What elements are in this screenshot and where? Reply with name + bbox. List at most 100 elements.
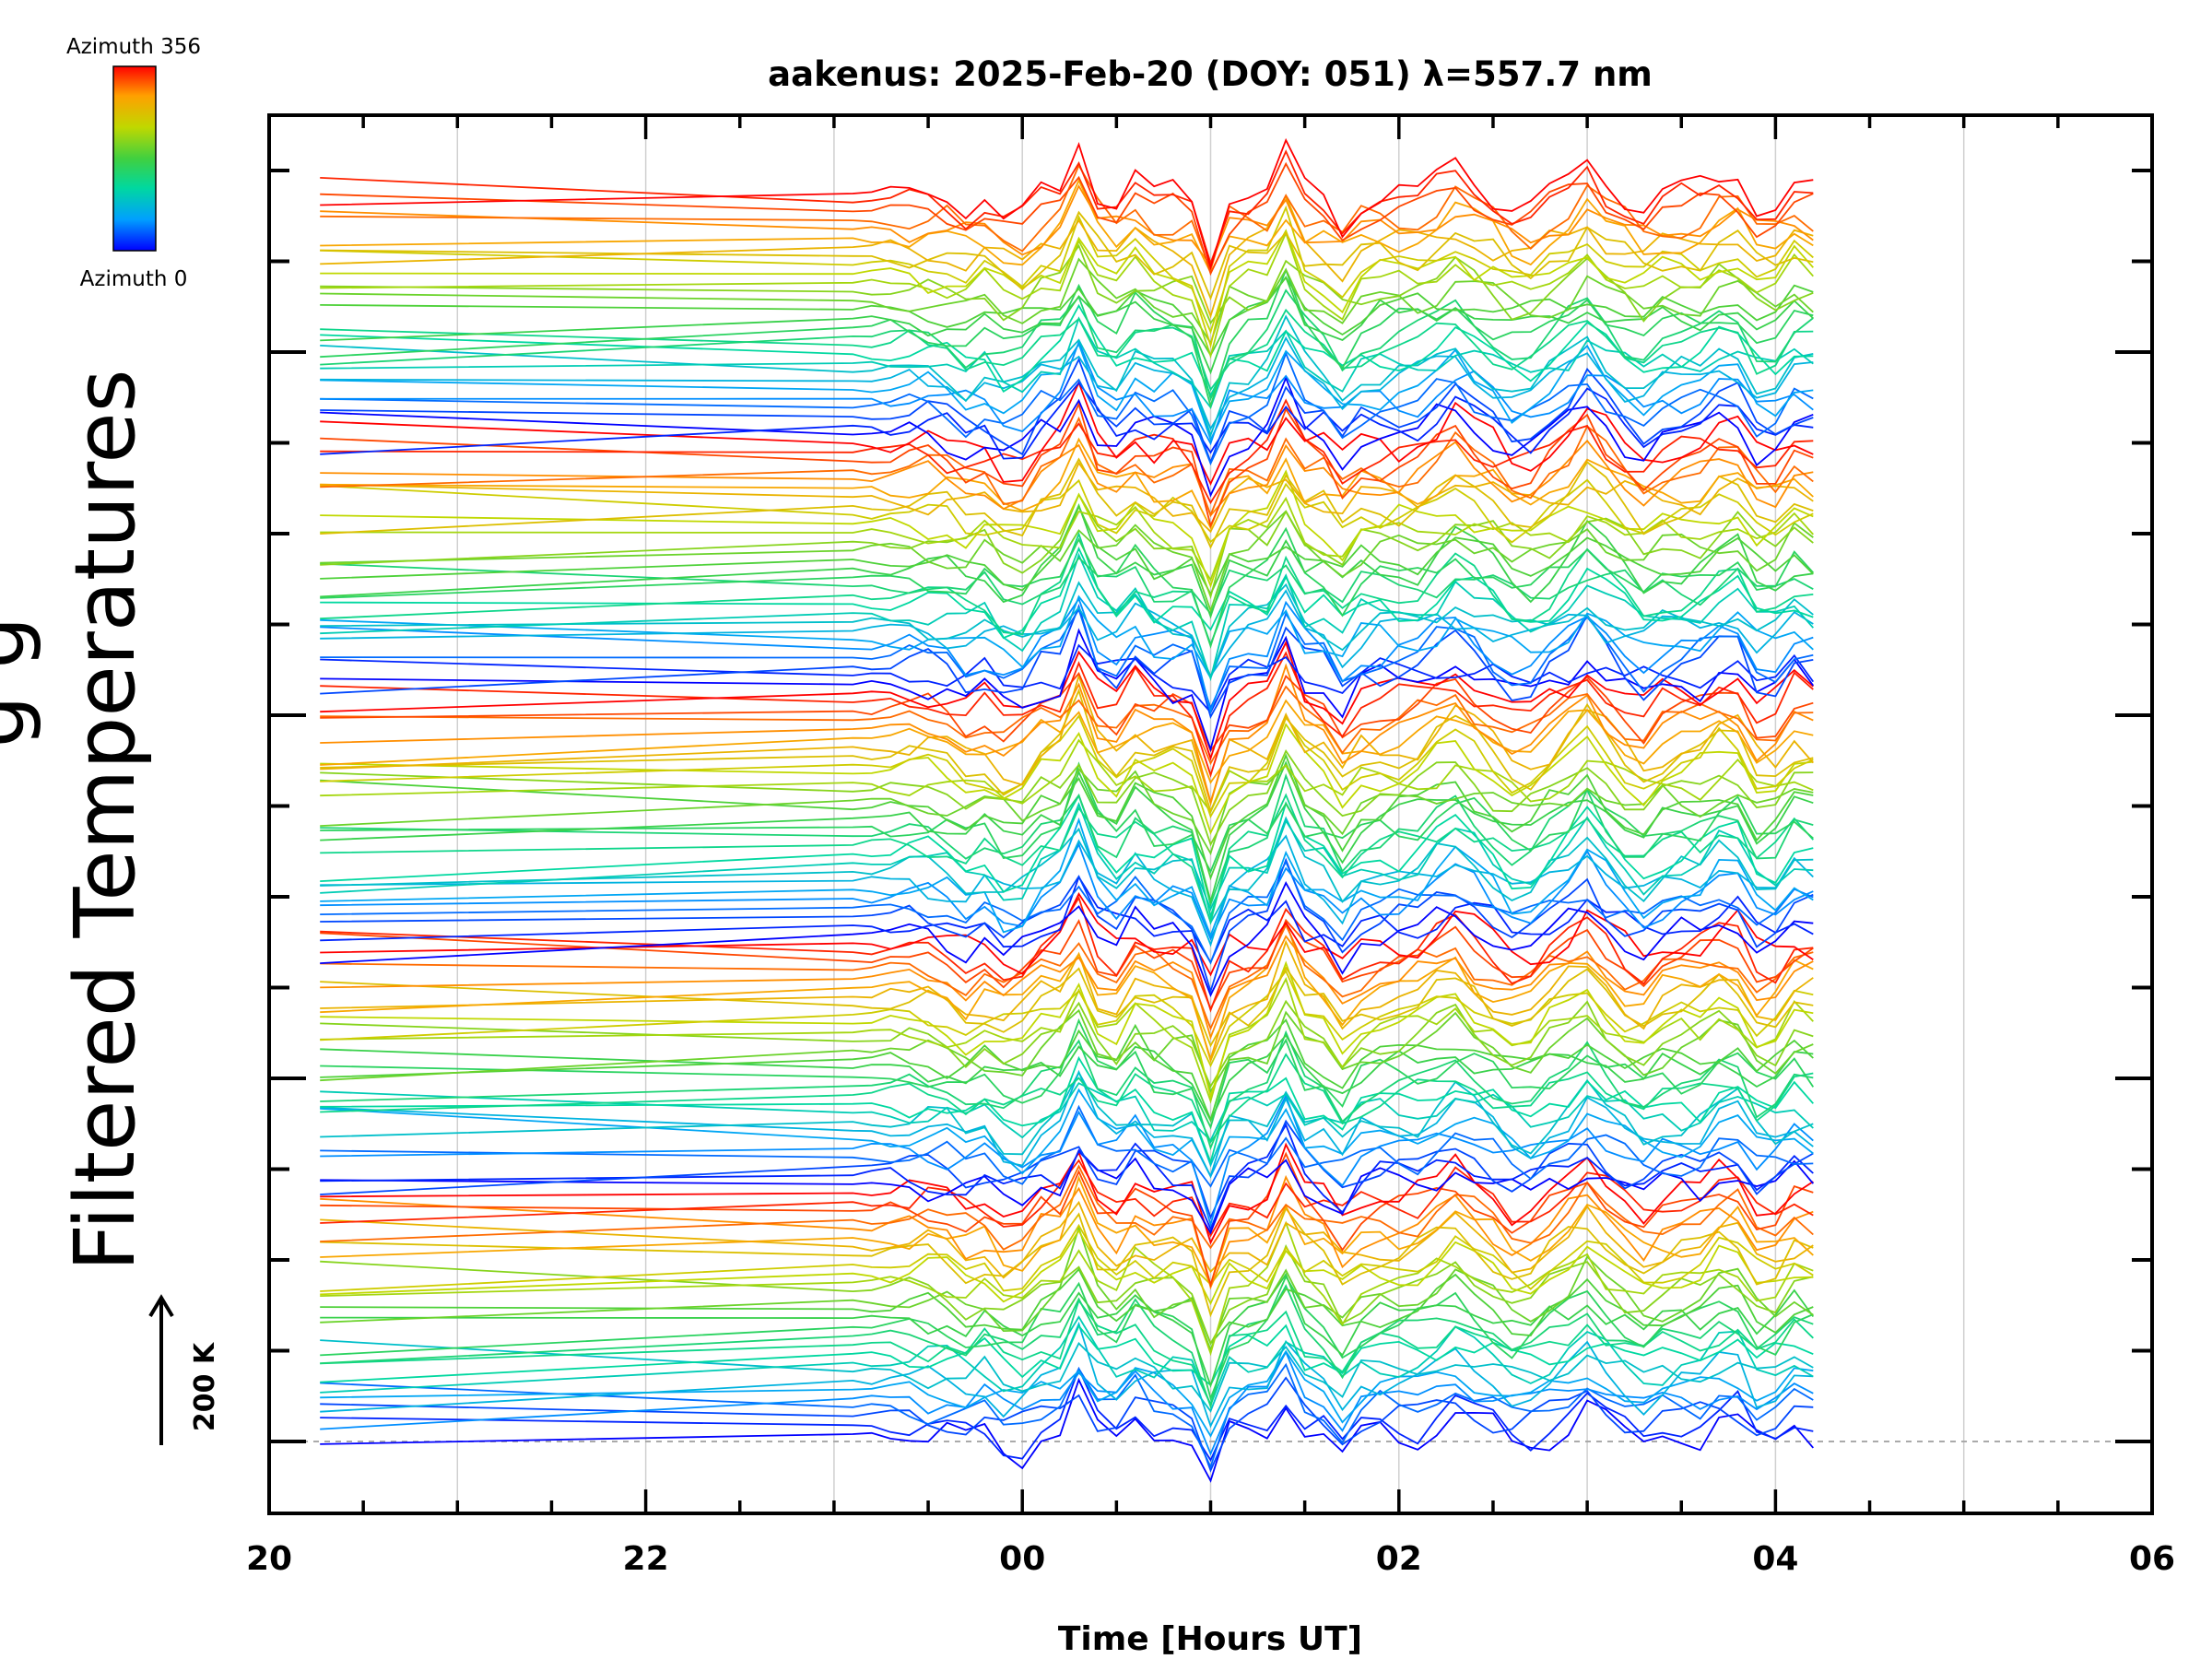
y-axis-label: Filtered Temperatures bbox=[57, 369, 154, 1271]
series-line bbox=[320, 1272, 1815, 1389]
series-line bbox=[320, 1164, 1814, 1251]
series-line bbox=[320, 375, 1814, 498]
series-line bbox=[320, 339, 1814, 446]
colorbar-bottom-label: Azimuth 0 bbox=[80, 267, 188, 291]
series-line bbox=[320, 1225, 1814, 1353]
series-line bbox=[320, 342, 1814, 442]
series-line bbox=[320, 439, 1814, 518]
series-line bbox=[320, 1349, 1814, 1438]
series-line bbox=[320, 163, 1814, 273]
series-line bbox=[320, 640, 1814, 761]
series-line bbox=[320, 939, 1814, 1064]
axis-ticks bbox=[267, 115, 2154, 1513]
series-line bbox=[320, 1093, 1814, 1228]
series-line bbox=[320, 381, 1814, 460]
y-axis-label-partial: g g bbox=[0, 617, 43, 748]
series-line bbox=[320, 1070, 1814, 1168]
series-line bbox=[320, 288, 1814, 402]
series-line bbox=[320, 1033, 1814, 1123]
colorbar-top-label: Azimuth 356 bbox=[66, 35, 201, 59]
x-tick-label: 22 bbox=[623, 1540, 669, 1578]
series-line bbox=[320, 504, 1814, 596]
series-line bbox=[320, 1376, 1814, 1473]
series-line bbox=[320, 1008, 1814, 1094]
series-line bbox=[320, 1018, 1814, 1123]
series-line bbox=[320, 1377, 1814, 1483]
series-line bbox=[320, 469, 1814, 589]
series-line bbox=[320, 229, 1814, 335]
x-tick-label: 04 bbox=[1752, 1540, 1798, 1578]
series-line bbox=[320, 398, 1814, 505]
series-line bbox=[320, 1315, 1814, 1407]
series-line bbox=[320, 860, 1814, 965]
series-line bbox=[320, 589, 1814, 678]
series-line bbox=[320, 380, 1814, 487]
series-line bbox=[320, 1123, 1814, 1231]
series-line bbox=[320, 1267, 1814, 1346]
series-line bbox=[320, 761, 1814, 874]
series-line bbox=[320, 594, 1814, 680]
series-line bbox=[320, 714, 1814, 818]
series-line bbox=[320, 794, 1814, 920]
series-line bbox=[320, 526, 1814, 649]
scale-bar: 200 K bbox=[148, 1294, 221, 1445]
series-line bbox=[320, 161, 1814, 276]
series-line bbox=[320, 1339, 1814, 1413]
series-line bbox=[320, 1366, 1814, 1463]
series-line bbox=[320, 918, 1814, 1011]
series-line bbox=[320, 1018, 1815, 1130]
series-line bbox=[320, 1200, 1814, 1279]
series-line bbox=[320, 1159, 1814, 1238]
series-line bbox=[320, 1104, 1814, 1188]
series-line bbox=[320, 688, 1814, 814]
x-tick-labels: 20 22 00 02 04 06 bbox=[246, 1540, 2175, 1578]
series-line bbox=[320, 1175, 1814, 1287]
series-line bbox=[320, 357, 1814, 465]
series-line bbox=[320, 1069, 1814, 1179]
series-line bbox=[320, 316, 1814, 409]
series-line bbox=[320, 1223, 1814, 1292]
scale-bar-label: 200 K bbox=[189, 1341, 221, 1431]
series-line bbox=[320, 1206, 1814, 1318]
series-line bbox=[320, 1229, 1814, 1306]
series-line bbox=[320, 651, 1814, 778]
series-line bbox=[320, 510, 1814, 614]
series-line bbox=[320, 335, 1814, 431]
series-line bbox=[320, 772, 1814, 908]
series-line bbox=[320, 547, 1814, 640]
series-line bbox=[320, 723, 1814, 835]
series-line bbox=[320, 257, 1814, 346]
series-line bbox=[320, 596, 1814, 714]
series-line bbox=[320, 503, 1814, 619]
series-line bbox=[320, 581, 1814, 679]
series-line bbox=[320, 663, 1814, 806]
colorbar-gradient bbox=[112, 65, 157, 252]
series-line bbox=[320, 1244, 1814, 1346]
series-line bbox=[320, 1142, 1814, 1245]
series-line bbox=[320, 999, 1814, 1088]
series-line bbox=[320, 267, 1814, 409]
series-line bbox=[320, 1321, 1814, 1429]
series-line bbox=[320, 1324, 1814, 1387]
series-line bbox=[320, 314, 1814, 438]
series-line bbox=[320, 923, 1814, 1031]
colorbar-legend: Azimuth 356 Azimuth 0 bbox=[66, 35, 201, 291]
series-line bbox=[320, 801, 1814, 912]
series-line bbox=[320, 149, 1814, 266]
series-line bbox=[320, 1151, 1814, 1288]
series-line bbox=[320, 308, 1814, 392]
series-line bbox=[320, 685, 1814, 766]
series-line bbox=[320, 178, 1814, 275]
series-line bbox=[320, 194, 1814, 319]
series-group bbox=[320, 137, 1815, 1483]
chart-title: aakenus: 2025-Feb-20 (DOY: 051) λ=557.7 … bbox=[768, 54, 1653, 94]
x-tick-label: 00 bbox=[999, 1540, 1045, 1578]
x-tick-label: 06 bbox=[2129, 1540, 2175, 1578]
series-line bbox=[320, 604, 1814, 719]
series-line bbox=[320, 1082, 1814, 1142]
series-line bbox=[320, 401, 1814, 529]
scale-arrow-head bbox=[148, 1294, 174, 1318]
series-line bbox=[320, 461, 1814, 534]
series-line bbox=[320, 303, 1814, 397]
